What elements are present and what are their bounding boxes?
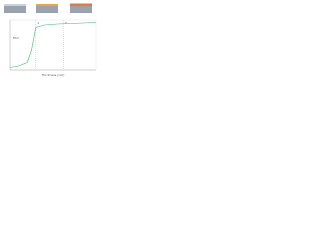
schematic-layer <box>4 4 26 6</box>
page: {"chart_data": {"type": "line", "xlabel"… <box>0 0 320 85</box>
schematic-layer <box>70 3 92 6</box>
marker-label: 2 <box>65 21 67 25</box>
x-axis-label: Thickness (nm) <box>41 73 65 77</box>
schematic-substrate <box>36 6 58 13</box>
marker-label: 1 <box>37 21 39 25</box>
schematic-layer <box>36 4 58 6</box>
schematic-substrate <box>4 6 26 13</box>
chart: Thickness (nm) 1 2 Film <box>4 3 97 77</box>
legend-label: Film <box>13 36 19 40</box>
series-line <box>9 22 97 68</box>
schematics <box>4 3 92 13</box>
schematic-substrate <box>70 6 92 13</box>
